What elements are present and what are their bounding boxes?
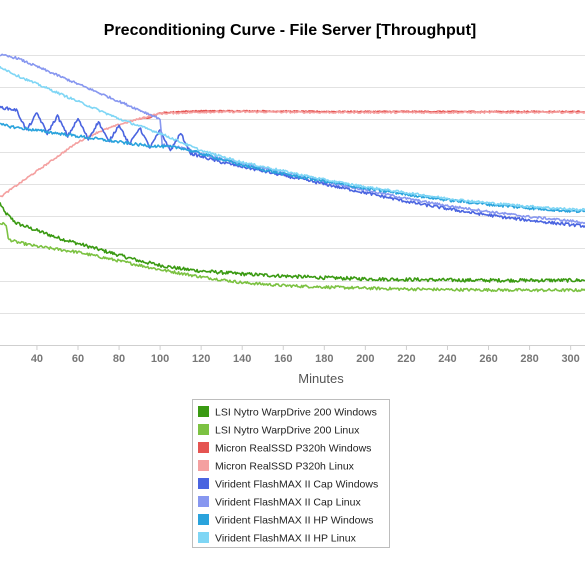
legend-swatch (198, 496, 209, 507)
legend-label: Virident FlashMAX II Cap Linux (215, 497, 361, 509)
x-axis-label: Minutes (298, 371, 344, 386)
series-line-2 (0, 221, 585, 293)
x-tick-label: 120 (192, 353, 210, 365)
series-line-8 (0, 65, 585, 212)
x-tick-label: 180 (315, 353, 333, 365)
legend-swatch (198, 478, 209, 489)
series-line-5 (0, 105, 585, 228)
legend-swatch (198, 442, 209, 453)
series-line-7 (0, 122, 585, 214)
x-tick-label: 80 (113, 353, 125, 365)
legend: LSI Nytro WarpDrive 200 Windows LSI Nytro… (192, 399, 390, 548)
legend-swatch (198, 460, 209, 471)
x-tick-label: 40 (31, 353, 43, 365)
x-tick-label: 160 (274, 353, 292, 365)
legend-label: LSI Nytro WarpDrive 200 Linux (215, 425, 360, 437)
grid (0, 55, 585, 346)
legend-label: Virident FlashMAX II HP Linux (215, 533, 357, 545)
x-tick-label: 200 (356, 353, 374, 365)
legend-swatch (198, 424, 209, 435)
x-tick-label: 140 (233, 353, 251, 365)
legend-swatch (198, 514, 209, 525)
series-line-1 (0, 202, 585, 283)
legend-label: Micron RealSSD P320h Windows (215, 443, 371, 455)
x-tick-label: 100 (151, 353, 169, 365)
legend-label: Virident FlashMAX II Cap Windows (215, 479, 378, 491)
legend-swatch (198, 532, 209, 543)
legend-label: Virident FlashMAX II HP Windows (215, 515, 373, 527)
x-tick-label: 240 (438, 353, 456, 365)
x-axis-ticks: 40 60 80 100 120 140 160 180 200 220 240 260 280 300 (31, 345, 580, 365)
plot-lines (0, 53, 585, 293)
x-tick-label: 280 (520, 353, 538, 365)
chart-title: Preconditioning Curve - File Server [Thr… (104, 22, 476, 39)
x-tick-label: 260 (479, 353, 497, 365)
legend-swatch (198, 406, 209, 417)
x-tick-label: 300 (561, 353, 579, 365)
series-line-4 (0, 110, 585, 198)
x-tick-label: 220 (397, 353, 415, 365)
x-tick-label: 60 (72, 353, 84, 365)
legend-box (192, 399, 390, 548)
legend-label: LSI Nytro WarpDrive 200 Windows (215, 407, 377, 419)
legend-label: Micron RealSSD P320h Linux (215, 461, 355, 473)
